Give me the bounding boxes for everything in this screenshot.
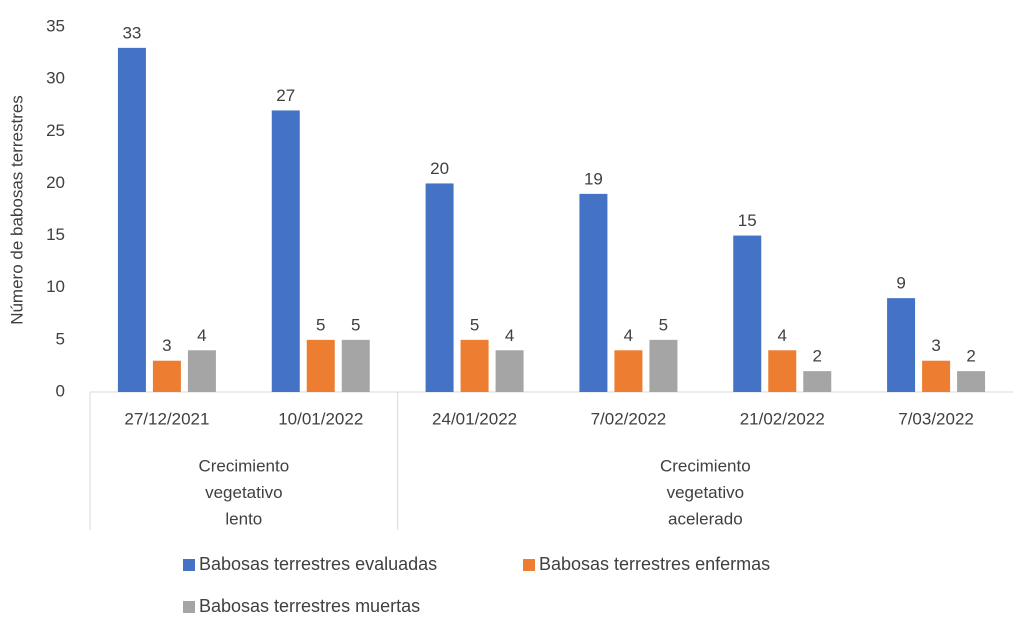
data-label: 15: [738, 211, 757, 230]
data-label: 2: [813, 347, 822, 366]
data-label: 3: [931, 336, 940, 355]
y-axis-title: Número de babosas terrestres: [7, 95, 26, 325]
x-tick-label: 24/01/2022: [432, 409, 517, 428]
data-label: 5: [659, 315, 668, 334]
bar: [614, 350, 643, 392]
data-label: 19: [584, 169, 603, 188]
x-tick-label: 10/01/2022: [278, 409, 363, 428]
x-tick-label: 7/02/2022: [591, 409, 667, 428]
data-label: 27: [276, 86, 295, 105]
data-label: 4: [624, 326, 633, 345]
bar: [887, 298, 916, 392]
y-tick-label: 0: [56, 381, 65, 400]
data-label: 3: [162, 336, 171, 355]
group-label: vegetativo: [667, 483, 745, 502]
bar: [271, 110, 300, 392]
bar: [187, 350, 216, 392]
y-tick-label: 35: [46, 16, 65, 35]
group-label: Crecimiento: [660, 456, 751, 475]
legend-swatch: [523, 559, 535, 571]
y-tick-label: 25: [46, 121, 65, 140]
bar: [152, 360, 181, 392]
data-label: 9: [896, 274, 905, 293]
x-tick-label: 21/02/2022: [740, 409, 825, 428]
bar: [957, 371, 986, 392]
legend-swatch: [183, 601, 195, 613]
y-tick-label: 10: [46, 277, 65, 296]
data-label: 5: [316, 315, 325, 334]
bar: [425, 183, 454, 392]
legend-swatch: [183, 559, 195, 571]
y-tick-label: 20: [46, 173, 65, 192]
data-label: 4: [197, 326, 206, 345]
legend-label: Babosas terrestres evaluadas: [199, 554, 437, 574]
data-label: 4: [505, 326, 514, 345]
x-tick-label: 27/12/2021: [124, 409, 209, 428]
bar: [117, 47, 146, 392]
data-label: 4: [778, 326, 787, 345]
bar: [579, 193, 608, 392]
bar: [803, 371, 832, 392]
x-tick-label: 7/03/2022: [898, 409, 974, 428]
group-label: vegetativo: [205, 483, 283, 502]
y-tick-label: 30: [46, 69, 65, 88]
data-label: 2: [966, 347, 975, 366]
bar: [306, 339, 335, 392]
legend-label: Babosas terrestres muertas: [199, 596, 420, 616]
data-label: 33: [122, 23, 141, 42]
data-label: 5: [470, 315, 479, 334]
bar: [460, 339, 489, 392]
bar: [768, 350, 797, 392]
group-label: Crecimiento: [198, 456, 289, 475]
y-tick-label: 5: [56, 329, 65, 348]
bar: [649, 339, 678, 392]
data-label: 5: [351, 315, 360, 334]
bar: [341, 339, 370, 392]
group-label: acelerado: [668, 509, 743, 528]
data-label: 20: [430, 159, 449, 178]
legend-label: Babosas terrestres enfermas: [539, 554, 770, 574]
bar: [922, 360, 951, 392]
y-tick-label: 15: [46, 225, 65, 244]
bar: [495, 350, 524, 392]
bar: [733, 235, 762, 392]
group-label: lento: [225, 509, 262, 528]
